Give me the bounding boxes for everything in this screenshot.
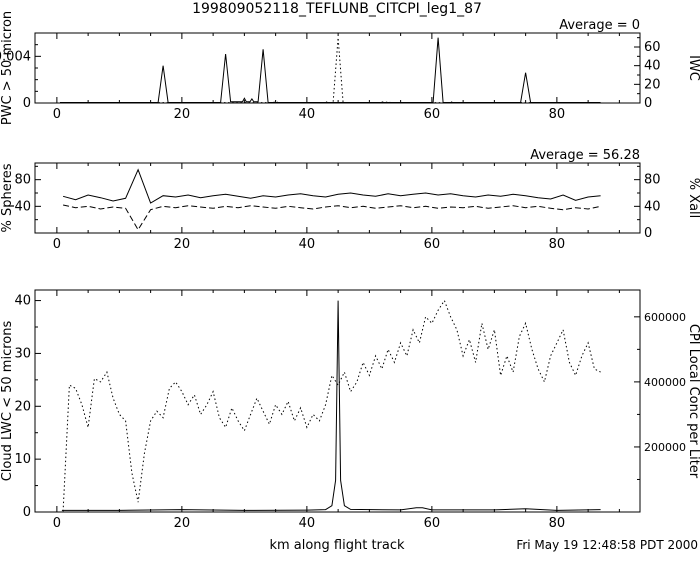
y-tick-label-right: 60 [644, 40, 661, 55]
y-tick-label-left: 30 [14, 346, 31, 361]
x-axis-label: km along flight track [269, 538, 405, 553]
x-tick-label: 40 [299, 237, 316, 252]
panel3-left-axis-label: Cloud LWC < 50 microns [0, 321, 15, 482]
series-cloud-lwc [61, 300, 601, 511]
y-tick-label-right: 80 [644, 173, 661, 188]
x-tick-label: 80 [549, 237, 566, 252]
x-tick-label: 0 [53, 237, 61, 252]
y-tick-label-right: 0 [644, 96, 652, 111]
x-tick-label: 40 [299, 107, 316, 122]
x-tick-label: 60 [424, 237, 441, 252]
y-tick-label-left: 80 [14, 173, 31, 188]
panel-2: 0 20 40 60 80 40 80 0 40 80 [14, 162, 661, 252]
panel1-average-annotation: Average = 0 [559, 18, 640, 33]
y-tick-label-left: 10 [14, 452, 31, 467]
panel2-average-annotation: Average = 56.28 [530, 148, 640, 163]
x-tick-label: 60 [424, 107, 441, 122]
y-tick-label-right: 400000 [644, 376, 686, 389]
x-tick-label: 20 [174, 107, 191, 122]
x-tick-label: 20 [174, 516, 191, 531]
panel1-left-axis-label: PWC > 50 micron [0, 11, 15, 125]
panel-3: 0 20 40 60 80 0 10 20 30 40 200000 400000 600000 [14, 289, 686, 531]
y-tick-label-left: 40 [14, 199, 31, 214]
y-tick-label-right: 0 [644, 226, 652, 241]
figure-title: 199809052118_TEFLUNB_CITCPI_leg1_87 [192, 1, 482, 17]
series--spheres [62, 168, 601, 204]
x-tick-label: 40 [299, 516, 316, 531]
panel3-right-axis-label: CPI Local Conc per Liter [686, 324, 700, 479]
panel2-left-axis-label: % Spheres [0, 163, 15, 232]
y-tick-label-right: 20 [644, 77, 661, 92]
x-tick-label: 20 [174, 237, 191, 252]
timestamp: Fri May 19 12:48:58 PDT 2000 [516, 538, 698, 552]
plots: 0 20 40 60 80 0 0.004 0 20 40 60 0 20 40 60 80 40 80 0 40 80… [0, 32, 686, 531]
plot-frame [34, 289, 641, 513]
x-tick-label: 0 [53, 516, 61, 531]
y-tick-label-left: 40 [14, 294, 31, 309]
series-pwc-50-micron [60, 37, 601, 103]
y-tick-label-left: 0 [23, 96, 31, 111]
panel-1: 0 20 40 60 80 0 0.004 0 20 40 60 [0, 32, 661, 122]
y-tick-label-left: 0.004 [0, 49, 31, 64]
panel1-right-axis-label: IWC [686, 55, 700, 81]
panel2-right-axis-label: % Xall [686, 178, 700, 219]
x-tick-label: 0 [53, 107, 61, 122]
series-iwc [60, 37, 601, 104]
series--xall [62, 204, 601, 231]
y-tick-label-right: 40 [644, 59, 661, 74]
y-tick-label-left: 20 [14, 399, 31, 414]
x-tick-label: 80 [549, 107, 566, 122]
plot-frame [34, 162, 641, 234]
x-tick-label: 60 [424, 516, 441, 531]
y-tick-label-right: 200000 [644, 441, 686, 454]
y-tick-label-right: 40 [644, 199, 661, 214]
series-cpi-local-conc [62, 299, 601, 512]
x-tick-label: 80 [549, 516, 566, 531]
y-tick-label-left: 0 [23, 505, 31, 520]
y-tick-label-right: 600000 [644, 311, 686, 324]
